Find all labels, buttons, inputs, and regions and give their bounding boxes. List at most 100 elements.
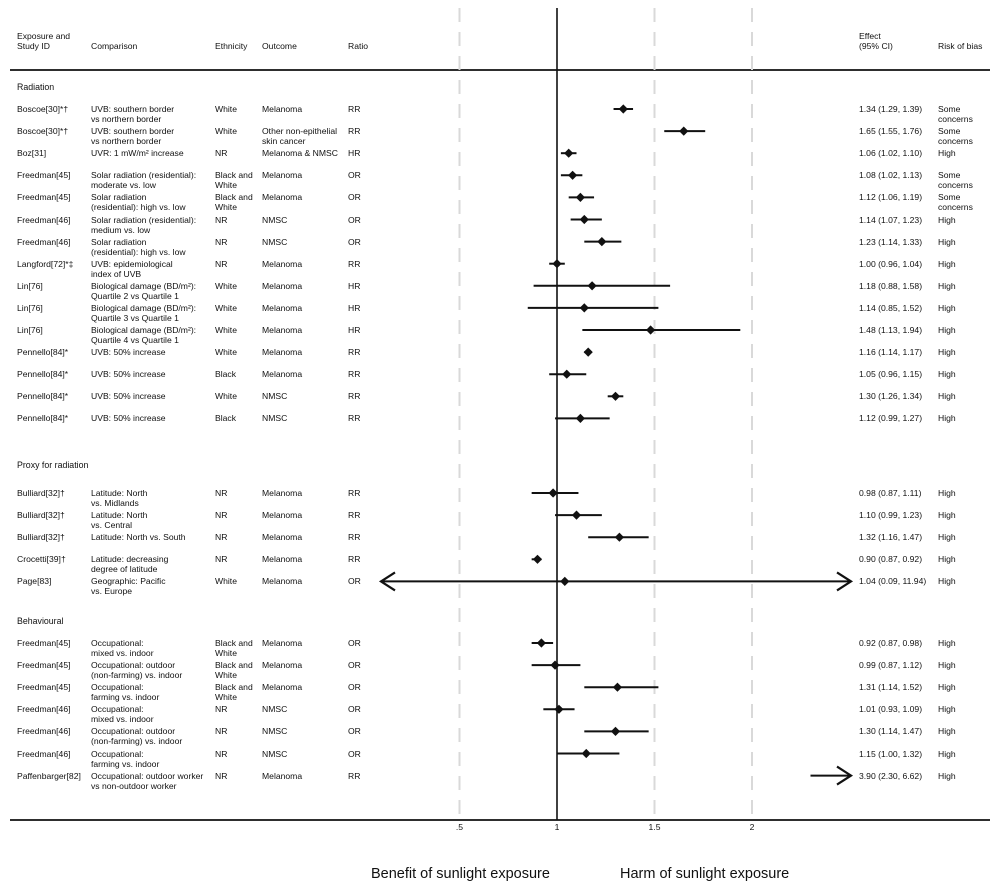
study-id: Freedman[45] bbox=[17, 192, 71, 203]
risk-of-bias: High bbox=[938, 682, 956, 693]
ratio-type: RR bbox=[348, 488, 361, 498]
ethnicity: NR bbox=[215, 554, 228, 565]
point-estimate bbox=[612, 682, 623, 692]
comparison: Solar radiation (residential): medium vs… bbox=[91, 214, 197, 235]
ratio-type: HR bbox=[348, 280, 361, 291]
outcome: Melanoma bbox=[262, 488, 303, 498]
risk-of-bias: Some concerns bbox=[938, 192, 973, 213]
risk-of-bias: High bbox=[938, 391, 956, 402]
study-id: Freedman[46] bbox=[17, 236, 71, 247]
ethnicity: White bbox=[215, 302, 237, 313]
comparison: UVB: southern border vs northern border bbox=[91, 104, 175, 124]
point-estimate bbox=[532, 554, 543, 564]
section-label: Radiation bbox=[17, 82, 55, 92]
ratio-type: OR bbox=[348, 726, 361, 737]
point-estimate bbox=[646, 325, 656, 335]
study-id: Lin[76] bbox=[17, 325, 43, 335]
risk-of-bias: High bbox=[938, 325, 956, 335]
outcome: Melanoma bbox=[262, 347, 303, 358]
effect-ci: 1.32 (1.16, 1.47) bbox=[859, 532, 923, 543]
risk-of-bias: High bbox=[938, 148, 956, 159]
ratio-type: OR bbox=[348, 192, 361, 203]
ratio-type: OR bbox=[348, 214, 361, 225]
point-estimate bbox=[575, 413, 585, 423]
effect-ci: 1.10 (0.99, 1.23) bbox=[859, 510, 923, 521]
study-id: Page[83] bbox=[17, 576, 52, 587]
ratio-type: RR bbox=[348, 510, 361, 521]
risk-of-bias: High bbox=[938, 413, 956, 424]
ratio-type: RR bbox=[348, 347, 361, 358]
risk-of-bias: High bbox=[938, 748, 956, 759]
outcome: Melanoma bbox=[262, 369, 303, 380]
risk-of-bias: Some concerns bbox=[938, 104, 973, 124]
effect-ci: 1.16 (1.14, 1.17) bbox=[859, 347, 923, 358]
study-id: Freedman[45] bbox=[17, 682, 71, 693]
ethnicity: NR bbox=[215, 510, 228, 521]
study-id: Freedman[46] bbox=[17, 726, 71, 737]
ratio-type: OR bbox=[348, 638, 361, 648]
study-id: Boscoe[30]*† bbox=[17, 126, 69, 137]
risk-of-bias: High bbox=[938, 347, 956, 358]
outcome: NMSC bbox=[262, 391, 288, 402]
point-estimate bbox=[548, 488, 558, 498]
ratio-type: RR bbox=[348, 126, 361, 137]
ethnicity: NR bbox=[215, 532, 228, 543]
effect-ci: 1.30 (1.26, 1.34) bbox=[859, 391, 923, 402]
comparison: UVR: 1 mW/m² increase bbox=[91, 148, 184, 159]
ratio-type: RR bbox=[348, 258, 361, 269]
study-id: Freedman[46] bbox=[17, 748, 71, 759]
point-estimate bbox=[587, 281, 597, 291]
risk-of-bias: High bbox=[938, 236, 956, 247]
risk-of-bias: High bbox=[938, 726, 956, 737]
study-id: Pennello[84]* bbox=[17, 413, 69, 424]
point-estimate bbox=[554, 704, 564, 714]
ethnicity: NR bbox=[215, 704, 228, 715]
effect-ci: 1.23 (1.14, 1.33) bbox=[859, 236, 923, 247]
point-estimate bbox=[583, 347, 593, 357]
benefit-label: Benefit of sunlight exposure bbox=[371, 866, 550, 882]
ratio-type: OR bbox=[348, 170, 361, 181]
point-estimate bbox=[579, 303, 589, 313]
ethnicity: Black and White bbox=[215, 660, 253, 681]
ethnicity: White bbox=[215, 325, 237, 335]
ethnicity: NR bbox=[215, 258, 228, 269]
comparison: UVB: southern border vs northern border bbox=[91, 126, 175, 147]
outcome: Melanoma bbox=[262, 660, 303, 671]
outcome: Melanoma bbox=[262, 554, 303, 565]
ethnicity: White bbox=[215, 576, 237, 587]
outcome: NMSC bbox=[262, 726, 288, 737]
ratio-type: OR bbox=[348, 748, 361, 759]
effect-ci: 1.05 (0.96, 1.15) bbox=[859, 369, 923, 380]
effect-ci: 1.06 (1.02, 1.10) bbox=[859, 148, 923, 159]
ethnicity: NR bbox=[215, 770, 228, 781]
ethnicity: White bbox=[215, 280, 237, 291]
section-label: Behavioural bbox=[17, 616, 64, 626]
comparison: Biological damage (BD/m²): Quartile 3 vs… bbox=[91, 302, 197, 323]
header-ratio: Ratio bbox=[348, 41, 369, 51]
comparison: Solar radiation (residential): high vs. … bbox=[91, 236, 186, 257]
effect-ci: 0.90 (0.87, 0.92) bbox=[859, 554, 923, 565]
risk-of-bias: High bbox=[938, 576, 956, 587]
ethnicity: Black bbox=[215, 413, 237, 424]
risk-of-bias: High bbox=[938, 258, 956, 269]
ratio-type: OR bbox=[348, 660, 361, 671]
risk-of-bias: High bbox=[938, 532, 956, 543]
outcome: NMSC bbox=[262, 413, 288, 424]
harm-label: Harm of sunlight exposure bbox=[620, 866, 790, 882]
ratio-type: RR bbox=[348, 770, 361, 781]
risk-of-bias: Some concerns bbox=[938, 126, 973, 147]
outcome: Melanoma bbox=[262, 532, 303, 543]
outcome: Melanoma bbox=[262, 302, 303, 313]
outcome: Melanoma & NMSC bbox=[262, 148, 338, 159]
ratio-type: RR bbox=[348, 532, 361, 543]
effect-ci: 1.15 (1.00, 1.32) bbox=[859, 748, 923, 759]
ratio-type: HR bbox=[348, 302, 361, 313]
study-id: Freedman[45] bbox=[17, 170, 71, 181]
ethnicity: NR bbox=[215, 488, 228, 498]
outcome: Melanoma bbox=[262, 770, 303, 781]
risk-of-bias: High bbox=[938, 488, 956, 498]
study-id: Boscoe[30]*† bbox=[17, 104, 69, 114]
effect-ci: 1.48 (1.13, 1.94) bbox=[859, 325, 923, 335]
study-id: Freedman[46] bbox=[17, 704, 71, 715]
comparison: Latitude: North vs. South bbox=[91, 532, 186, 543]
